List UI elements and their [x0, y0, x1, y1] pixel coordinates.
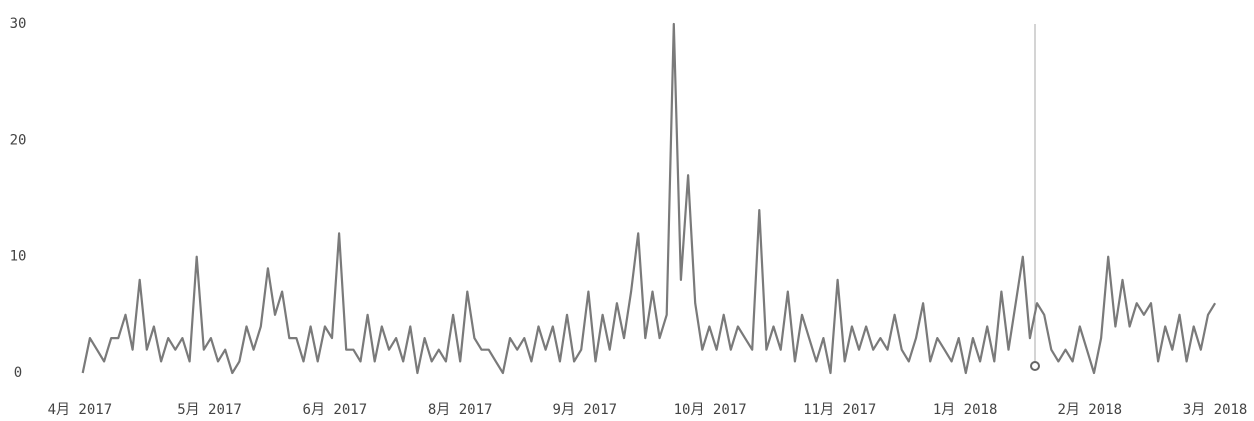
- x-tick-label: 10月 2017: [674, 402, 747, 418]
- x-tick-label: 2月 2018: [1057, 402, 1122, 418]
- y-tick-label: 10: [10, 249, 27, 265]
- data-line: [81, 22, 1217, 375]
- x-tick-label: 11月 2017: [803, 402, 876, 418]
- x-tick-label: 5月 2017: [177, 402, 242, 418]
- x-tick-label: 8月 2017: [428, 402, 493, 418]
- x-tick-label: 1月 2018: [933, 402, 998, 418]
- x-tick-label: 6月 2017: [303, 402, 368, 418]
- y-tick-label: 30: [10, 16, 27, 32]
- y-tick-label: 20: [10, 132, 27, 148]
- x-tick-label: 4月 2017: [48, 402, 113, 418]
- x-tick-label: 3月 2018: [1183, 402, 1248, 418]
- y-tick-label: 0: [14, 365, 22, 381]
- x-tick-label: 9月 2017: [553, 402, 618, 418]
- hover-marker: [1030, 361, 1040, 371]
